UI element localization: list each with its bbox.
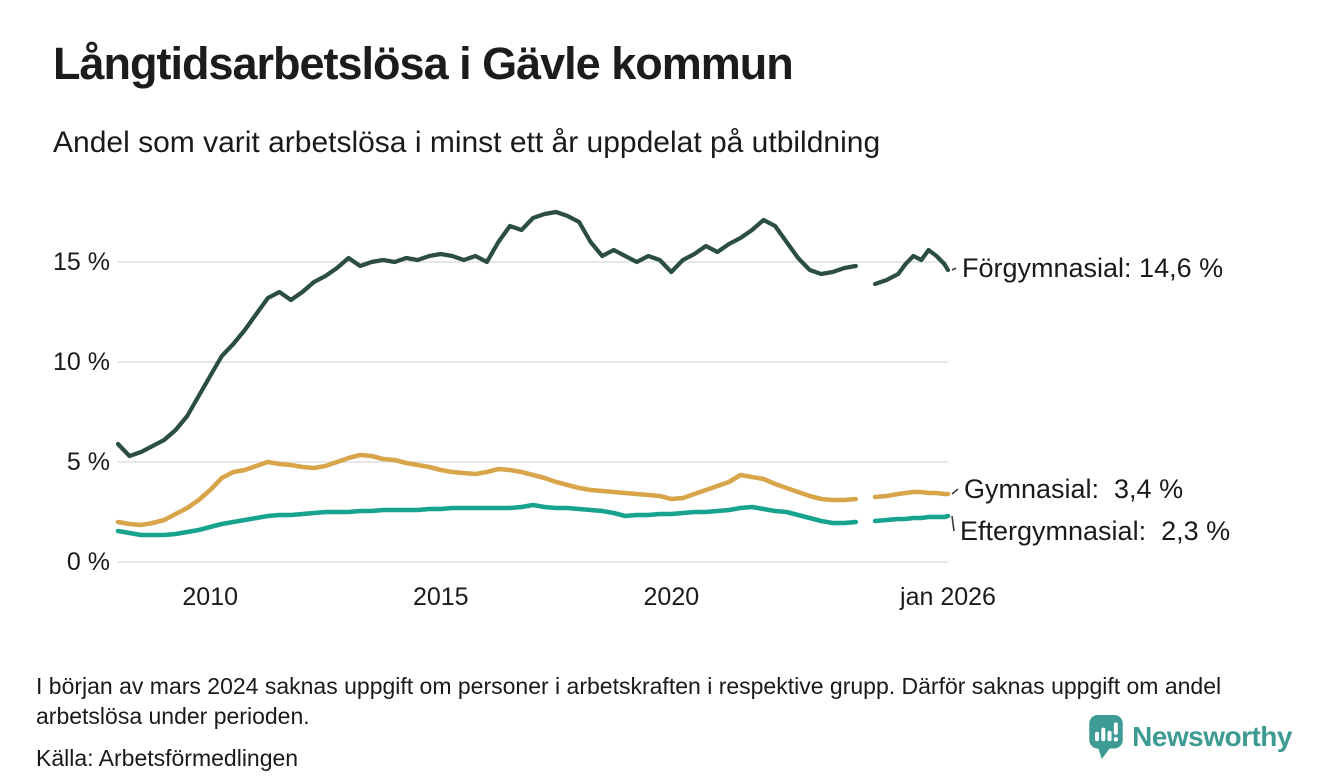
page-title: Långtidsarbetslösa i Gävle kommun [53, 38, 794, 89]
source-note: Källa: Arbetsförmedlingen [36, 745, 299, 771]
y-tick-label: 10 % [53, 348, 110, 376]
page-subtitle: Andel som varit arbetslösa i minst ett å… [53, 126, 881, 159]
label-leader-line [951, 488, 959, 495]
newsworthy-logo-icon [1089, 715, 1123, 759]
label-leader-line [951, 267, 957, 271]
series-line-förgymnasial [115, 209, 951, 459]
y-tick-label: 0 % [66, 548, 110, 576]
series-line-eftergymnasial [115, 502, 951, 538]
series-line-gymnasial [115, 452, 951, 528]
series-end-label-gymnasial: Gymnasial: 3,4 % [964, 474, 1184, 504]
label-leader-line [951, 515, 955, 532]
newsworthy-brand: Newsworthy [1088, 714, 1292, 760]
x-tick-label: 2015 [412, 583, 469, 611]
x-tick-label: 2020 [643, 583, 700, 611]
y-tick-label: 15 % [53, 248, 110, 276]
x-tick-label: jan 2026 [900, 583, 996, 611]
y-tick-label: 5 % [66, 448, 110, 476]
x-tick-label: 2010 [182, 583, 239, 611]
newsworthy-wordmark: Newsworthy [1132, 721, 1292, 752]
series-end-label-forgymnasial: Förgymnasial: 14,6 % [962, 253, 1224, 283]
footnote: I början av mars 2024 saknas uppgift om … [36, 673, 1222, 729]
series-end-label-eftergymnasial: Eftergymnasial: 2,3 % [960, 516, 1231, 546]
